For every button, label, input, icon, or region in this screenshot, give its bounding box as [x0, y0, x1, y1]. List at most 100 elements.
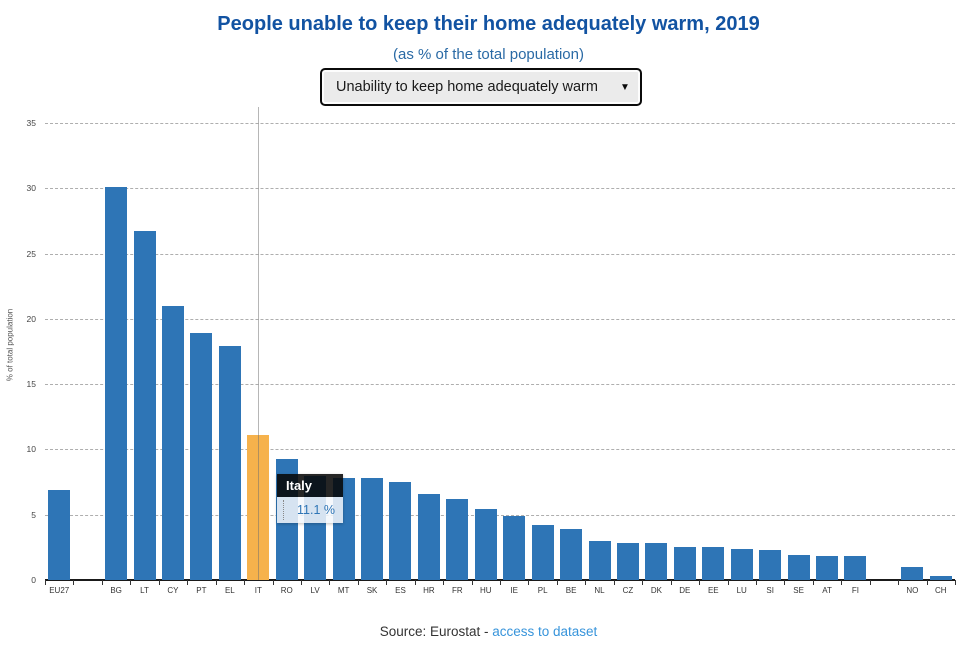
x-axis-tick	[329, 580, 331, 585]
source-line: Source: Eurostat - access to dataset	[0, 624, 977, 639]
x-axis-tick	[101, 580, 103, 585]
y-tick-label-0: 0	[31, 575, 36, 585]
x-label-FR: FR	[452, 586, 463, 595]
bar-FI[interactable]	[844, 556, 867, 580]
gridline-30	[45, 188, 955, 190]
x-label-CZ: CZ	[622, 586, 634, 595]
bar-IE[interactable]	[503, 516, 526, 580]
bar-CY[interactable]	[161, 305, 184, 580]
bar-AT[interactable]	[816, 556, 839, 580]
bar-SE[interactable]	[787, 555, 810, 580]
x-axis-tick	[73, 580, 75, 585]
indicator-dropdown[interactable]: Unability to keep home adequately warm ▼	[320, 68, 642, 106]
x-axis-tick	[414, 580, 416, 585]
bar-EE[interactable]	[702, 547, 725, 580]
x-axis-tick	[613, 580, 615, 585]
x-axis-tick	[45, 580, 46, 585]
x-axis-tick	[187, 580, 189, 585]
x-axis-tick	[926, 580, 928, 585]
x-label-FI: FI	[851, 586, 860, 595]
gridline-25	[45, 253, 955, 255]
source-text: Source: Eurostat -	[379, 624, 493, 639]
x-label-CH: CH	[935, 586, 947, 595]
bar-HR[interactable]	[417, 493, 440, 580]
x-axis-tick	[784, 580, 786, 585]
gridline-20	[45, 318, 955, 320]
x-axis-tick	[357, 580, 359, 585]
tooltip-country-name: Italy	[277, 474, 343, 497]
x-label-EL: EL	[224, 586, 235, 595]
y-tick-label-30: 30	[26, 183, 36, 194]
y-tick-label-35: 35	[26, 118, 36, 128]
x-label-EE: EE	[707, 586, 719, 595]
bar-BE[interactable]	[560, 529, 583, 580]
bar-CH[interactable]	[929, 576, 952, 580]
x-axis-tick	[215, 580, 217, 585]
x-label-IT: IT	[254, 586, 262, 595]
x-label-NL: NL	[594, 586, 605, 595]
bar-PL[interactable]	[531, 525, 554, 580]
bar-BG[interactable]	[105, 186, 128, 580]
bar-LU[interactable]	[730, 548, 753, 580]
x-label-DE: DE	[679, 586, 691, 595]
x-label-BE: BE	[565, 586, 577, 595]
hover-crosshair-line	[258, 107, 259, 580]
bar-DE[interactable]	[673, 547, 696, 580]
bar-NO[interactable]	[901, 566, 924, 580]
bar-CZ[interactable]	[616, 543, 639, 580]
bar-EL[interactable]	[218, 346, 241, 580]
x-label-LT: LT	[140, 586, 149, 595]
x-axis-tick	[898, 580, 900, 585]
x-axis-tick	[158, 580, 160, 585]
x-axis-tick	[244, 580, 246, 585]
x-axis-tick	[300, 580, 302, 585]
x-label-HR: HR	[423, 586, 435, 595]
dataset-link[interactable]: access to dataset	[492, 624, 598, 639]
bar-ES[interactable]	[389, 482, 412, 580]
bar-PT[interactable]	[190, 333, 213, 580]
y-tick-label-5: 5	[31, 509, 36, 520]
chart-title: People unable to keep their home adequat…	[217, 13, 760, 35]
x-axis-tick	[585, 580, 587, 585]
x-label-LV: LV	[310, 586, 320, 595]
x-axis-tick	[955, 580, 956, 585]
x-axis-tick	[443, 580, 445, 585]
gridline-5	[45, 514, 955, 516]
x-label-PT: PT	[196, 586, 207, 595]
bar-FR[interactable]	[446, 499, 469, 580]
x-axis-tick	[471, 580, 473, 585]
gridline-10	[45, 449, 955, 451]
bar-SI[interactable]	[759, 549, 782, 580]
bar-DK[interactable]	[645, 543, 668, 580]
x-axis-tick	[528, 580, 530, 585]
x-label-DK: DK	[650, 586, 662, 595]
indicator-dropdown-selected: Unability to keep home adequately warm	[336, 79, 598, 95]
x-axis-tick	[812, 580, 814, 585]
x-axis-tick	[130, 580, 132, 585]
gridline-15	[45, 384, 955, 386]
x-label-PL: PL	[537, 586, 548, 595]
x-label-HU: HU	[480, 586, 492, 595]
y-tick-label-25: 25	[26, 248, 36, 259]
x-label-AT: AT	[822, 586, 832, 595]
x-label-NO: NO	[906, 586, 919, 595]
bar-SK[interactable]	[361, 478, 384, 580]
x-axis-tick	[500, 580, 501, 585]
bar-NL[interactable]	[588, 540, 611, 580]
x-axis-tick	[272, 580, 274, 585]
bar-LT[interactable]	[133, 231, 156, 580]
x-axis-tick	[755, 580, 757, 585]
bar-EU27[interactable]	[48, 489, 71, 580]
chart-subtitle: (as % of the total population)	[393, 46, 584, 63]
x-label-SI: SI	[766, 586, 774, 595]
x-axis-tick	[670, 580, 672, 585]
x-label-EU27: EU27	[49, 586, 70, 595]
x-axis-tick	[699, 580, 701, 585]
tooltip: Italy 11.1 %	[277, 474, 343, 523]
x-label-CY: CY	[167, 586, 179, 595]
bar-HU[interactable]	[474, 509, 497, 580]
x-axis-tick	[642, 580, 644, 585]
x-label-BG: BG	[110, 586, 122, 595]
